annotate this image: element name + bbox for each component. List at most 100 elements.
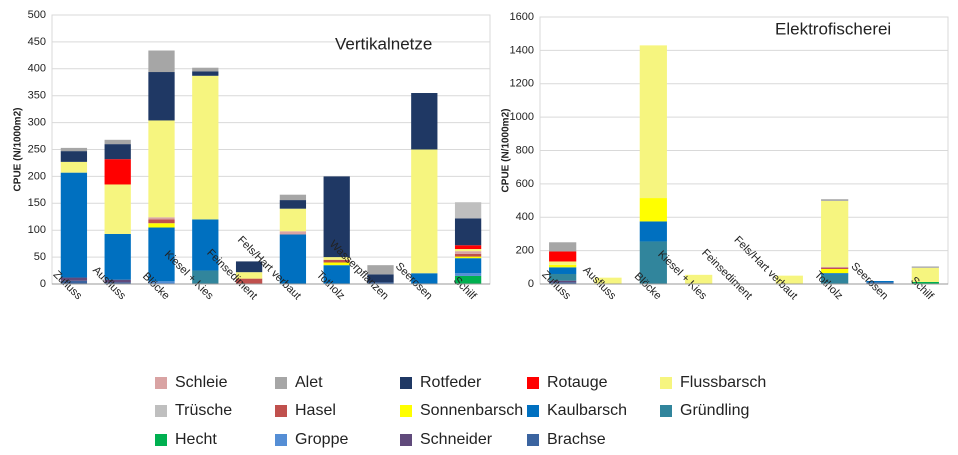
bar-segment <box>279 200 307 209</box>
legend-swatch <box>660 377 672 389</box>
legend-label: Hasel <box>295 402 336 419</box>
bar-segment <box>549 267 577 274</box>
y-tick-label: 400 <box>516 211 534 223</box>
legend-swatch <box>275 434 287 446</box>
y-tick-label: 200 <box>516 245 534 257</box>
y-tick-label: 1400 <box>510 44 534 56</box>
y-tick-label: 1000 <box>510 111 534 123</box>
bar-segment <box>454 258 482 274</box>
bar-segment <box>911 267 939 282</box>
legend-label: Trüsche <box>175 402 232 419</box>
legend-swatch <box>275 405 287 417</box>
bar-segment <box>279 231 307 235</box>
bar-segment <box>549 282 577 284</box>
legend-swatch <box>400 405 412 417</box>
bar-segment <box>279 208 307 232</box>
y-axis-label: CPUE (N/1000m2) <box>13 108 24 192</box>
bar-segment <box>104 279 131 283</box>
bar-segment <box>549 264 577 268</box>
bar-segment <box>411 273 438 284</box>
bar-segment <box>821 266 849 268</box>
bar-segment <box>367 274 394 283</box>
y-axis-label: CPUE (N/1000m2) <box>501 109 512 193</box>
legend-label: Sonnenbarsch <box>420 402 523 419</box>
y-tick-label: 450 <box>28 36 46 48</box>
bar-segment <box>60 147 88 152</box>
bar-segment <box>549 261 577 265</box>
legend-label: Rotauge <box>547 374 608 391</box>
bar-segment <box>192 71 219 76</box>
bar-segment <box>60 161 88 173</box>
bar-segment <box>104 282 131 284</box>
bar-segment <box>104 159 131 185</box>
bar-segment <box>454 273 482 276</box>
y-tick-label: 300 <box>28 117 46 129</box>
bar-segment <box>235 261 263 273</box>
bar-segment <box>60 151 88 162</box>
legend-label: Rotfeder <box>420 374 482 391</box>
bar-segment <box>323 176 350 258</box>
bar-segment <box>148 227 175 282</box>
annotation: Vertikalnetze <box>335 34 432 53</box>
bar-segment <box>594 277 622 284</box>
legend-swatch <box>275 377 287 389</box>
bar-segment <box>821 273 849 275</box>
bar-segment <box>454 202 482 219</box>
legend-swatch <box>400 434 412 446</box>
bar-segment <box>911 266 939 268</box>
y-tick-label: 600 <box>516 178 534 190</box>
bar-segment <box>821 267 849 269</box>
bar-segment <box>104 233 131 280</box>
y-tick-label: 100 <box>28 224 46 236</box>
legend-label: Brachse <box>547 431 606 448</box>
y-tick-label: 200 <box>28 170 46 182</box>
bar-segment <box>148 223 175 228</box>
bar-segment <box>411 93 438 150</box>
bar-segment <box>192 219 219 271</box>
bar-segment <box>148 72 175 121</box>
legend-swatch <box>527 405 539 417</box>
bar-segment <box>821 200 849 267</box>
bar-segment <box>454 249 482 252</box>
y-tick-label: 350 <box>28 90 46 102</box>
bar-segment <box>775 275 803 284</box>
y-tick-label: 150 <box>28 197 46 209</box>
bar-segment <box>549 251 577 262</box>
bar-segment <box>821 199 849 201</box>
y-tick-label: 500 <box>28 9 46 21</box>
bar-segment <box>639 221 667 242</box>
bar-segment <box>549 280 577 283</box>
bar-segment <box>454 245 482 250</box>
legend-label: Flussbarsch <box>680 374 766 391</box>
bar-segment <box>104 184 131 234</box>
bar-segment <box>411 149 438 274</box>
y-tick-label: 0 <box>528 278 534 290</box>
bar-segment <box>866 280 894 283</box>
bar-segment <box>192 67 219 72</box>
bar-segment <box>454 218 482 246</box>
bar-segment <box>323 259 350 263</box>
y-tick-label: 1600 <box>510 11 534 23</box>
bar-segment <box>148 281 175 284</box>
y-tick-label: 0 <box>40 278 46 290</box>
legend-swatch <box>400 377 412 389</box>
bar-segment <box>279 194 307 201</box>
bar-segment <box>192 75 219 220</box>
bar-segment <box>911 281 939 284</box>
bar-segment <box>821 274 849 284</box>
bar-segment <box>323 265 350 284</box>
legend-label: Hecht <box>175 431 217 448</box>
bar-segment <box>639 45 667 199</box>
y-tick-label: 400 <box>28 63 46 75</box>
bar-segment <box>104 144 131 160</box>
bar-segment <box>454 256 482 259</box>
legend-label: Alet <box>295 374 323 391</box>
bar-segment <box>148 217 175 220</box>
bar-segment <box>60 277 88 281</box>
legend-label: Gründling <box>680 402 749 419</box>
bar-segment <box>367 282 394 284</box>
bar-segment <box>104 139 131 145</box>
bar-segment <box>148 219 175 224</box>
bar-segment <box>235 278 263 284</box>
